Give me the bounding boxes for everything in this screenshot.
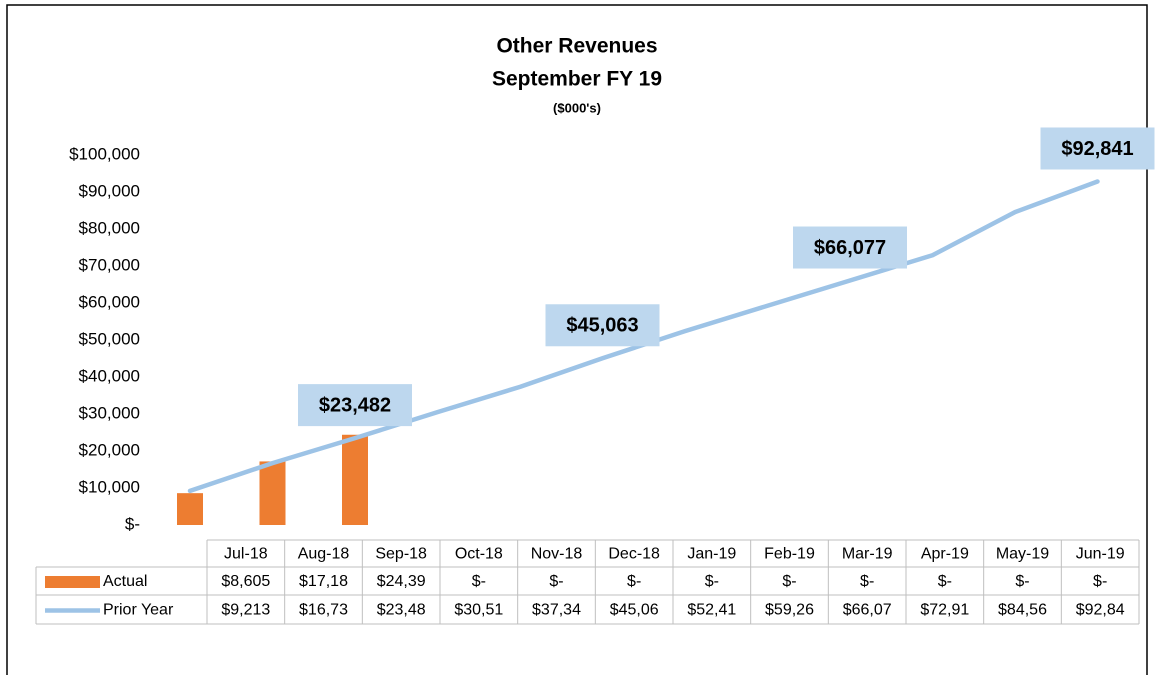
- table-cell: $-: [549, 573, 563, 590]
- y-tick-label: $80,000: [79, 218, 140, 237]
- x-tick-label: Nov-18: [531, 546, 583, 563]
- table-cell: $-: [782, 573, 796, 590]
- x-tick-label: Oct-18: [455, 546, 503, 563]
- table-cell: $30,51: [454, 602, 503, 619]
- legend-label: Actual: [103, 573, 147, 590]
- table-cell: $17,18: [299, 573, 348, 590]
- table-cell: $45,06: [610, 602, 659, 619]
- y-tick-label: $20,000: [79, 440, 140, 459]
- table-cell: $-: [705, 573, 719, 590]
- table-cell: $37,34: [532, 602, 581, 619]
- callout-label: $92,841: [1061, 138, 1133, 160]
- callout-label: $23,482: [319, 394, 391, 416]
- chart-border: [6, 4, 1148, 675]
- y-tick-label: $10,000: [79, 477, 140, 496]
- table-cell: $72,91: [920, 602, 969, 619]
- x-tick-label: May-19: [996, 546, 1049, 563]
- table-cell: $84,56: [998, 602, 1047, 619]
- table-cell: $23,48: [377, 602, 426, 619]
- x-tick-label: Aug-18: [298, 546, 350, 563]
- table-cell: $66,07: [843, 602, 892, 619]
- units-note: ($000's): [553, 100, 601, 115]
- chart-title: Other Revenues: [496, 35, 657, 58]
- x-tick-label: Jan-19: [687, 546, 736, 563]
- y-tick-label: $90,000: [79, 181, 140, 200]
- table-cell: $-: [860, 573, 874, 590]
- y-tick-label: $70,000: [79, 255, 140, 274]
- callout-box: [793, 226, 907, 269]
- table-cell: $-: [472, 573, 486, 590]
- x-tick-label: Dec-18: [608, 546, 660, 563]
- table-cell: $52,41: [687, 602, 736, 619]
- y-tick-label: $-: [125, 514, 140, 533]
- y-tick-label: $40,000: [79, 366, 140, 385]
- callout-box: [1040, 127, 1155, 170]
- x-tick-label: Feb-19: [764, 546, 815, 563]
- y-tick-label: $50,000: [79, 329, 140, 348]
- x-tick-label: Jun-19: [1076, 546, 1125, 563]
- callout-label: $45,063: [566, 315, 638, 337]
- callout-box: [545, 304, 660, 347]
- bar: [177, 493, 203, 525]
- table-cell: $24,39: [377, 573, 426, 590]
- x-tick-label: Mar-19: [842, 546, 893, 563]
- table-cell: $92,84: [1076, 602, 1125, 619]
- bar: [342, 434, 368, 525]
- table-cell: $-: [1015, 573, 1029, 590]
- legend-label: Prior Year: [103, 602, 174, 619]
- y-tick-label: $60,000: [79, 292, 140, 311]
- y-tick-label: $30,000: [79, 403, 140, 422]
- y-tick-label: $100,000: [69, 144, 140, 163]
- table-cell: $-: [627, 573, 641, 590]
- callout-label: $66,077: [814, 237, 886, 259]
- table-cell: $16,73: [299, 602, 348, 619]
- table-cell: $-: [938, 573, 952, 590]
- x-tick-label: Sep-18: [375, 546, 427, 563]
- bar: [259, 461, 286, 525]
- callout-box: [298, 384, 412, 427]
- table-cell: $59,26: [765, 602, 814, 619]
- legend-key: [45, 576, 100, 588]
- table-cell: $8,605: [221, 573, 270, 590]
- x-tick-label: Apr-19: [921, 546, 969, 563]
- x-tick-label: Jul-18: [224, 546, 268, 563]
- table-cell: $9,213: [221, 602, 270, 619]
- chart-subtitle: September FY 19: [492, 68, 662, 91]
- table-cell: $-: [1093, 573, 1107, 590]
